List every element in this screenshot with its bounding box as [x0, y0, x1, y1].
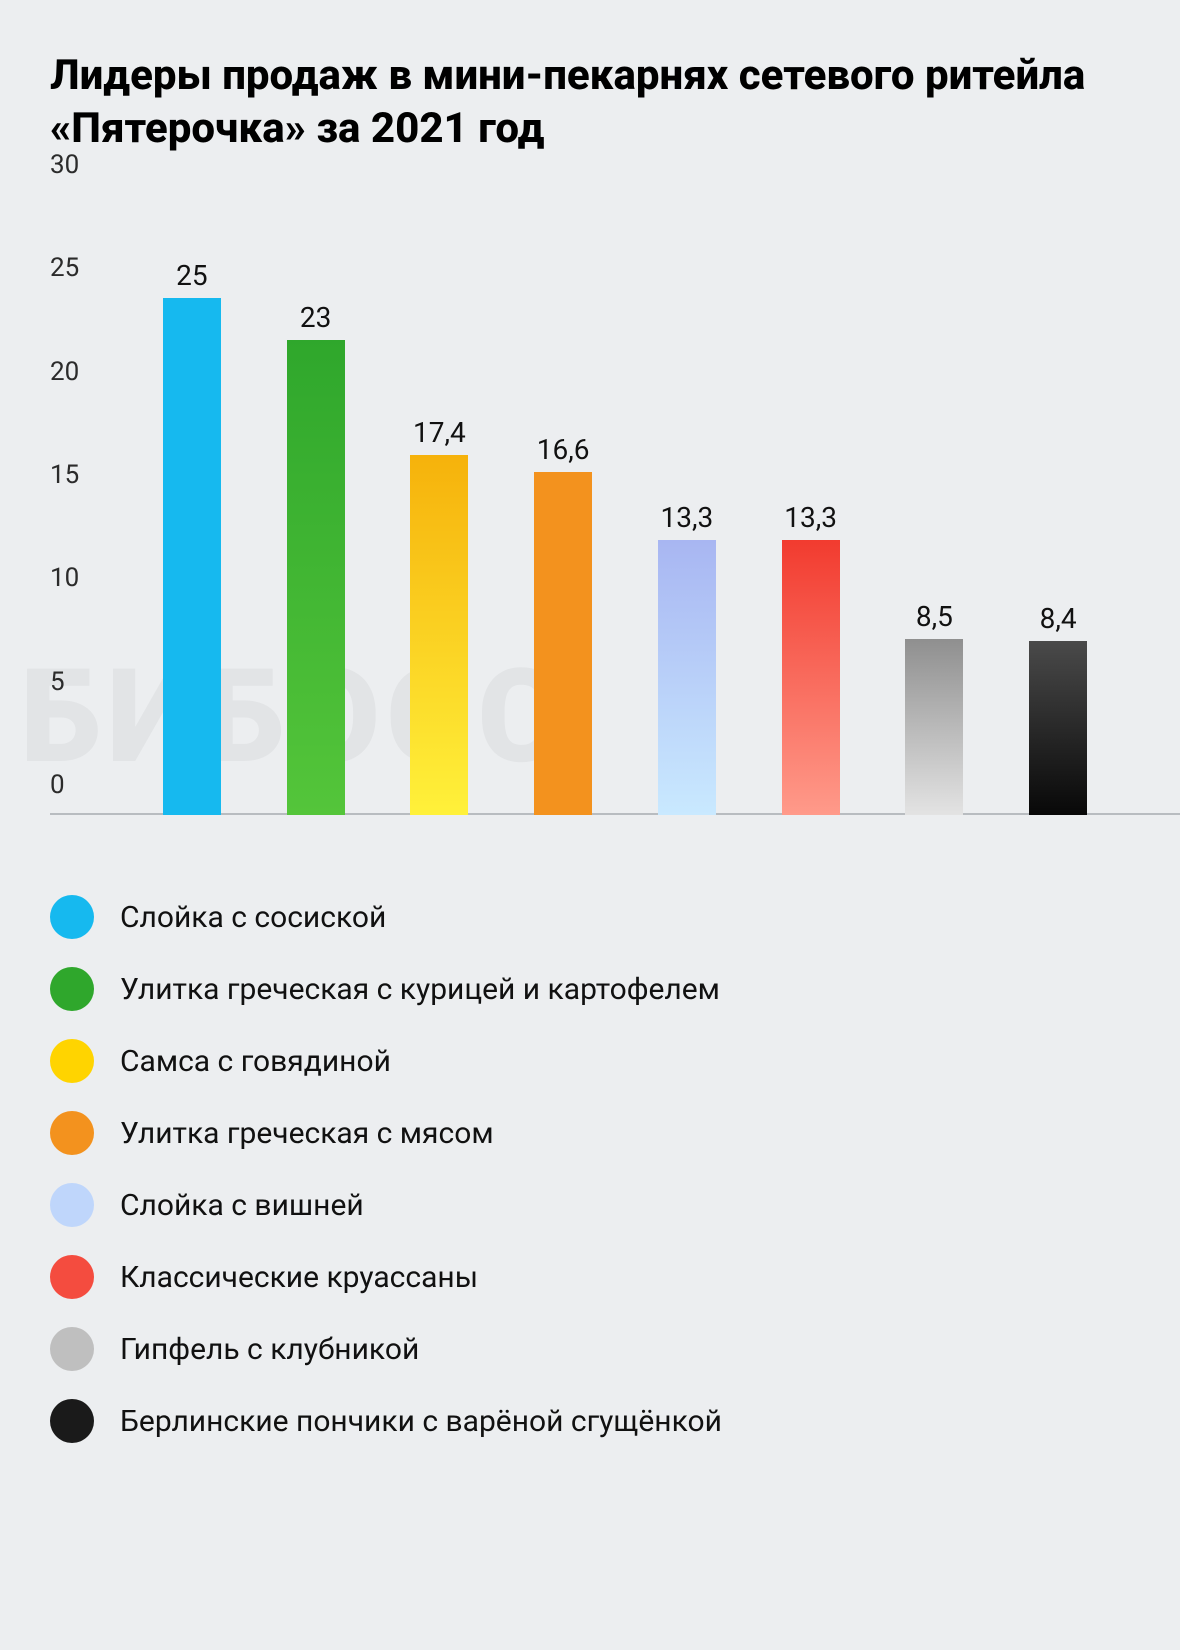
legend-label: Гипфель с клубникой	[120, 1332, 419, 1367]
chart-area: 302520151050 252317,416,613,313,38,58,4	[50, 195, 1130, 855]
legend-item: Самса с говядиной	[50, 1039, 1130, 1083]
bar-value-label: 23	[300, 301, 331, 334]
plot-area: 25 23 17,4 16,6 13,3 13,3 8,5 8,4	[120, 195, 1130, 815]
legend-swatch	[50, 1039, 94, 1083]
legend-label: Слойка с вишней	[120, 1188, 364, 1223]
legend-item: Гипфель с клубникой	[50, 1327, 1130, 1371]
bar-item: 25	[162, 259, 222, 815]
bar-value-label: 13,3	[661, 501, 714, 534]
bar	[1029, 641, 1087, 815]
legend-swatch	[50, 1183, 94, 1227]
y-tick-label: 30	[50, 150, 79, 180]
bar-value-label: 8,4	[1040, 602, 1077, 635]
bar-value-label: 13,3	[784, 501, 837, 534]
legend-label: Классические круассаны	[120, 1260, 478, 1295]
bar	[658, 540, 716, 815]
legend-label: Берлинские пончики с варёной сгущёнкой	[120, 1404, 722, 1439]
bar-item: 8,4	[1028, 602, 1088, 815]
y-tick-label: 0	[50, 770, 65, 800]
legend-item: Улитка греческая с мясом	[50, 1111, 1130, 1155]
chart-title: Лидеры продаж в мини-пекарнях сетевого р…	[50, 50, 1130, 155]
bar-value-label: 8,5	[916, 600, 953, 633]
bar-item: 17,4	[409, 416, 469, 815]
legend-swatch	[50, 1111, 94, 1155]
legend-swatch	[50, 967, 94, 1011]
y-tick-label: 5	[50, 667, 65, 697]
legend-swatch	[50, 1327, 94, 1371]
legend-swatch	[50, 895, 94, 939]
y-tick-label: 10	[50, 563, 79, 593]
legend-label: Самса с говядиной	[120, 1044, 391, 1079]
y-tick-label: 15	[50, 460, 79, 490]
legend-item: Слойка с вишней	[50, 1183, 1130, 1227]
bar-item: 13,3	[781, 501, 841, 815]
bar-item: 8,5	[904, 600, 964, 815]
bar	[905, 639, 963, 815]
legend-swatch	[50, 1399, 94, 1443]
legend-item: Слойка с сосиской	[50, 895, 1130, 939]
chart-card: БИБОСС Лидеры продаж в мини-пекарнях сет…	[0, 0, 1180, 1650]
bar-item: 13,3	[657, 501, 717, 815]
bar	[287, 340, 345, 815]
bar	[163, 298, 221, 815]
legend-swatch	[50, 1255, 94, 1299]
bar	[410, 455, 468, 815]
legend-label: Слойка с сосиской	[120, 900, 386, 935]
bars-container: 25 23 17,4 16,6 13,3 13,3 8,5 8,4	[120, 195, 1130, 815]
bar-item: 16,6	[533, 433, 593, 815]
bar-value-label: 25	[176, 259, 207, 292]
bar	[534, 472, 592, 815]
y-axis: 302520151050	[50, 195, 110, 815]
legend-label: Улитка греческая с мясом	[120, 1116, 494, 1151]
legend-label: Улитка греческая с курицей и картофелем	[120, 972, 720, 1007]
legend: Слойка с сосиской Улитка греческая с кури…	[50, 895, 1130, 1443]
bar-value-label: 16,6	[537, 433, 590, 466]
y-tick-label: 25	[50, 253, 79, 283]
legend-item: Улитка греческая с курицей и картофелем	[50, 967, 1130, 1011]
legend-item: Берлинские пончики с варёной сгущёнкой	[50, 1399, 1130, 1443]
legend-item: Классические круассаны	[50, 1255, 1130, 1299]
bar-item: 23	[286, 301, 346, 815]
bar	[782, 540, 840, 815]
bar-value-label: 17,4	[413, 416, 466, 449]
y-tick-label: 20	[50, 357, 79, 387]
